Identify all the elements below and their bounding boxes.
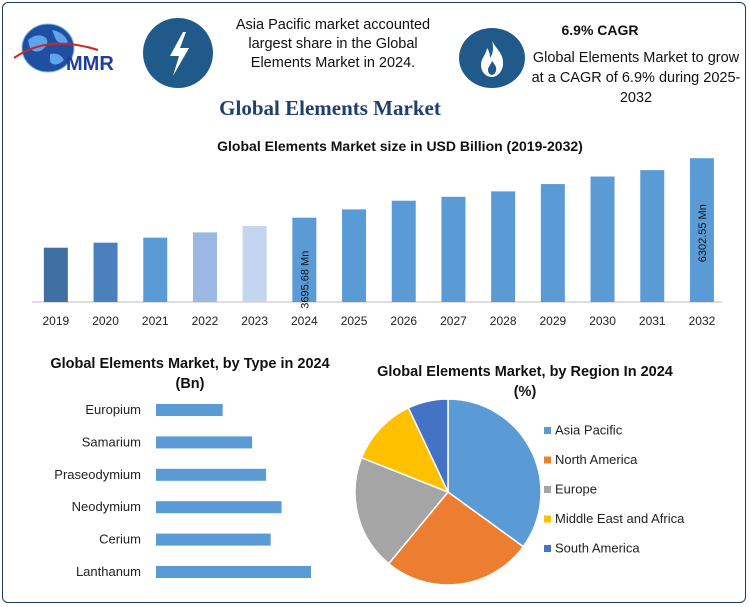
x-tick-label: 2025 (341, 314, 368, 328)
x-tick-label: 2021 (142, 314, 169, 328)
type-chart-title: Global Elements Market, by Type in 2024 … (50, 356, 330, 392)
legend-swatch (544, 545, 551, 552)
cagr-info-text: Global Elements Market to grow at a CAGR… (531, 50, 741, 106)
x-tick-label: 2032 (689, 314, 716, 328)
legend-swatch (544, 515, 551, 523)
type-label: Lanthanum (76, 564, 141, 579)
x-tick-label: 2031 (639, 314, 666, 328)
pie-slice-south-america (407, 398, 449, 493)
x-tick-label: 2029 (539, 314, 566, 328)
bar-2020 (93, 242, 118, 302)
type-label: Praseodymium (54, 467, 141, 482)
market-size-bar-chart: 2019 2020 2021 2022 2023 2024 3695.68 Mn 2025 20… (32, 158, 722, 328)
bar-2022 (192, 232, 217, 302)
data-label-2024: 3695.68 Mn (299, 251, 311, 309)
pie-slice-europe (354, 456, 450, 565)
legend-swatch (544, 456, 551, 464)
type-label: Neodymium (72, 499, 141, 514)
bar-2021 (143, 237, 168, 302)
bar-2023 (242, 226, 267, 302)
bar-2026 (391, 200, 416, 302)
flame-icon (459, 28, 525, 88)
legend-label: South America (555, 541, 640, 556)
bar-2032 (689, 158, 714, 302)
pie-slice-north-america (387, 490, 525, 586)
bar-2019 (43, 247, 68, 302)
pie-slice-middle-east-and-africa (360, 406, 450, 494)
data-label-2032: 6302.55 Mn (697, 204, 709, 262)
type-label: Samarium (82, 434, 141, 449)
lightning-bolt-icon (143, 18, 213, 88)
region-chart-title: Global Elements Market, by Region In 202… (377, 364, 673, 400)
type-bar-samarium (156, 436, 253, 449)
type-label: Cerium (99, 532, 141, 547)
legend-label: North America (555, 452, 638, 467)
x-tick-label: 2023 (241, 314, 268, 328)
x-tick-label: 2030 (589, 314, 616, 328)
region-pie-chart: Asia Pacific North America Europe Middle Ea… (354, 398, 685, 586)
bar-2027 (441, 196, 466, 302)
legend-label: Europe (555, 482, 597, 497)
market-size-chart-title: Global Elements Market size in USD Billi… (217, 138, 583, 154)
logo-text: MMR (66, 53, 114, 75)
type-bar-europium (156, 404, 223, 416)
legend-label: Middle East and Africa (555, 511, 685, 526)
bar-2025 (342, 209, 367, 302)
bar-2030 (590, 176, 615, 302)
x-tick-label: 2019 (42, 314, 69, 328)
pie-slice-asia-pacific (447, 398, 542, 548)
bar-2024 (292, 217, 317, 302)
type-bar-lanthanum (156, 566, 311, 578)
x-tick-label: 2027 (440, 314, 467, 328)
type-bar-chart: Europium Samarium Praseodymium Neodymium Cer… (54, 402, 311, 579)
type-bar-cerium (156, 533, 271, 546)
x-tick-label: 2022 (192, 314, 219, 328)
x-tick-label: 2026 (390, 314, 417, 328)
mmr-logo: MMR (12, 14, 137, 76)
x-tick-label: 2024 (291, 314, 318, 328)
legend-label: Asia Pacific (555, 423, 623, 438)
globe-logo-icon: MMR (13, 23, 114, 75)
asia-pacific-info-text: Asia Pacific market accounted largest sh… (235, 17, 431, 71)
bar-2028 (491, 191, 516, 302)
type-bar-praseodymium (156, 468, 267, 481)
bar-2029 (540, 184, 565, 302)
x-tick-label: 2020 (92, 314, 119, 328)
bar-2031 (640, 170, 665, 302)
type-bar-neodymium (156, 501, 282, 514)
type-label: Europium (85, 402, 141, 417)
legend-swatch (544, 427, 551, 434)
page-title: Global Elements Market (219, 96, 441, 120)
legend-swatch (544, 486, 551, 493)
x-tick-label: 2028 (490, 314, 517, 328)
cagr-title: 6.9% CAGR (561, 22, 639, 38)
